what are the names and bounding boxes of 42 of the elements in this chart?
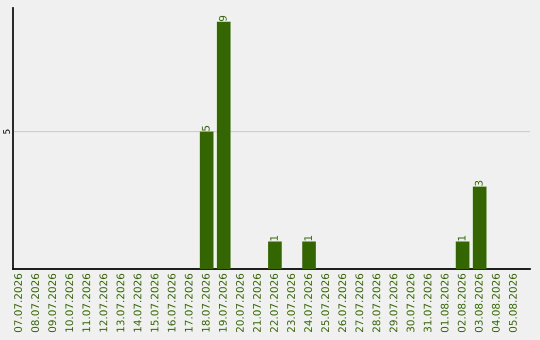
x-tick-label: 18.07.2026 [202,274,210,332]
x-tick-label: 12.07.2026 [99,274,108,332]
x-tick-label: 31.07.2026 [424,274,432,332]
x-tick-label: 08.07.2026 [31,274,40,332]
data-label: 1 [304,236,312,240]
data-label: 3 [474,180,483,186]
data-label: 1 [458,236,466,240]
x-tick-label: 09.07.2026 [48,274,56,332]
x-tick-label: 17.07.2026 [184,274,193,332]
x-tick-label: 14.07.2026 [134,274,142,332]
x-tick-label: 23.07.2026 [287,274,295,332]
data-label: 1 [270,236,278,240]
x-tick-label: 26.07.2026 [338,274,346,332]
x-tick-label: 05.08.2026 [508,274,517,332]
x-tick-label: 07.07.2026 [14,274,22,332]
bar [472,186,486,269]
x-tick-label: 24.07.2026 [304,274,312,332]
data-label: 9 [218,16,227,22]
bar [456,242,470,269]
x-tick-label: 10.07.2026 [65,274,74,332]
x-tick-label: 15.07.2026 [150,274,158,332]
x-tick-label: 01.08.2026 [440,274,449,332]
x-tick-label: 13.07.2026 [116,274,124,332]
bar [200,132,214,269]
x-tick-label: 04.08.2026 [492,274,500,332]
x-tick-label: 03.08.2026 [474,274,483,332]
data-label: 5 [202,126,210,131]
x-tick-label: 16.07.2026 [168,274,176,332]
x-tick-label: 19.07.2026 [218,274,227,332]
x-tick-label: 02.08.2026 [458,274,466,332]
x-tick-label: 21.07.2026 [252,274,261,332]
x-tick-label: 27.07.2026 [355,274,364,332]
x-tick-label: 29.07.2026 [389,274,398,332]
x-tick-label: 22.07.2026 [270,274,278,332]
x-tick-label: 30.07.2026 [406,274,414,332]
bar [216,22,231,269]
x-tick-label: 25.07.2026 [321,274,330,332]
bar [302,242,316,269]
bar [268,242,282,269]
x-tick-label: 20.07.2026 [236,274,244,332]
x-tick-label: 11.07.2026 [82,274,90,332]
x-tick-label: 28.07.2026 [372,274,380,332]
